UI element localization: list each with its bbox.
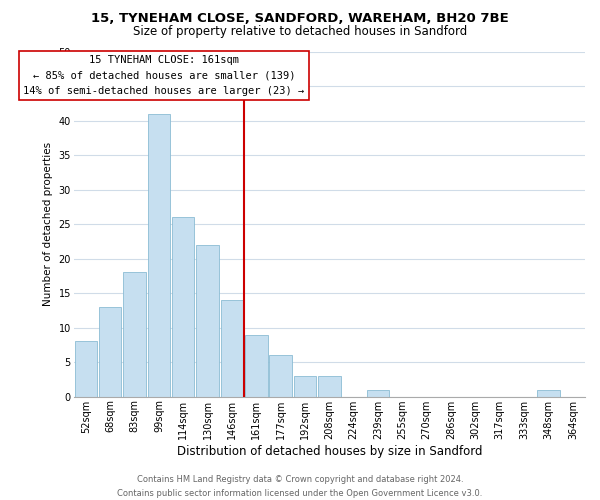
- Y-axis label: Number of detached properties: Number of detached properties: [43, 142, 53, 306]
- Bar: [221, 300, 243, 396]
- Text: 15, TYNEHAM CLOSE, SANDFORD, WAREHAM, BH20 7BE: 15, TYNEHAM CLOSE, SANDFORD, WAREHAM, BH…: [91, 12, 509, 26]
- X-axis label: Distribution of detached houses by size in Sandford: Distribution of detached houses by size …: [176, 444, 482, 458]
- Bar: [124, 272, 146, 396]
- Bar: [99, 307, 121, 396]
- Bar: [172, 217, 194, 396]
- Text: Contains HM Land Registry data © Crown copyright and database right 2024.
Contai: Contains HM Land Registry data © Crown c…: [118, 476, 482, 498]
- Bar: [294, 376, 316, 396]
- Bar: [269, 355, 292, 397]
- Bar: [318, 376, 341, 396]
- Bar: [367, 390, 389, 396]
- Bar: [245, 334, 268, 396]
- Bar: [196, 245, 219, 396]
- Bar: [537, 390, 560, 396]
- Text: 15 TYNEHAM CLOSE: 161sqm
← 85% of detached houses are smaller (139)
14% of semi-: 15 TYNEHAM CLOSE: 161sqm ← 85% of detach…: [23, 56, 304, 96]
- Text: Size of property relative to detached houses in Sandford: Size of property relative to detached ho…: [133, 25, 467, 38]
- Bar: [74, 342, 97, 396]
- Bar: [148, 114, 170, 397]
